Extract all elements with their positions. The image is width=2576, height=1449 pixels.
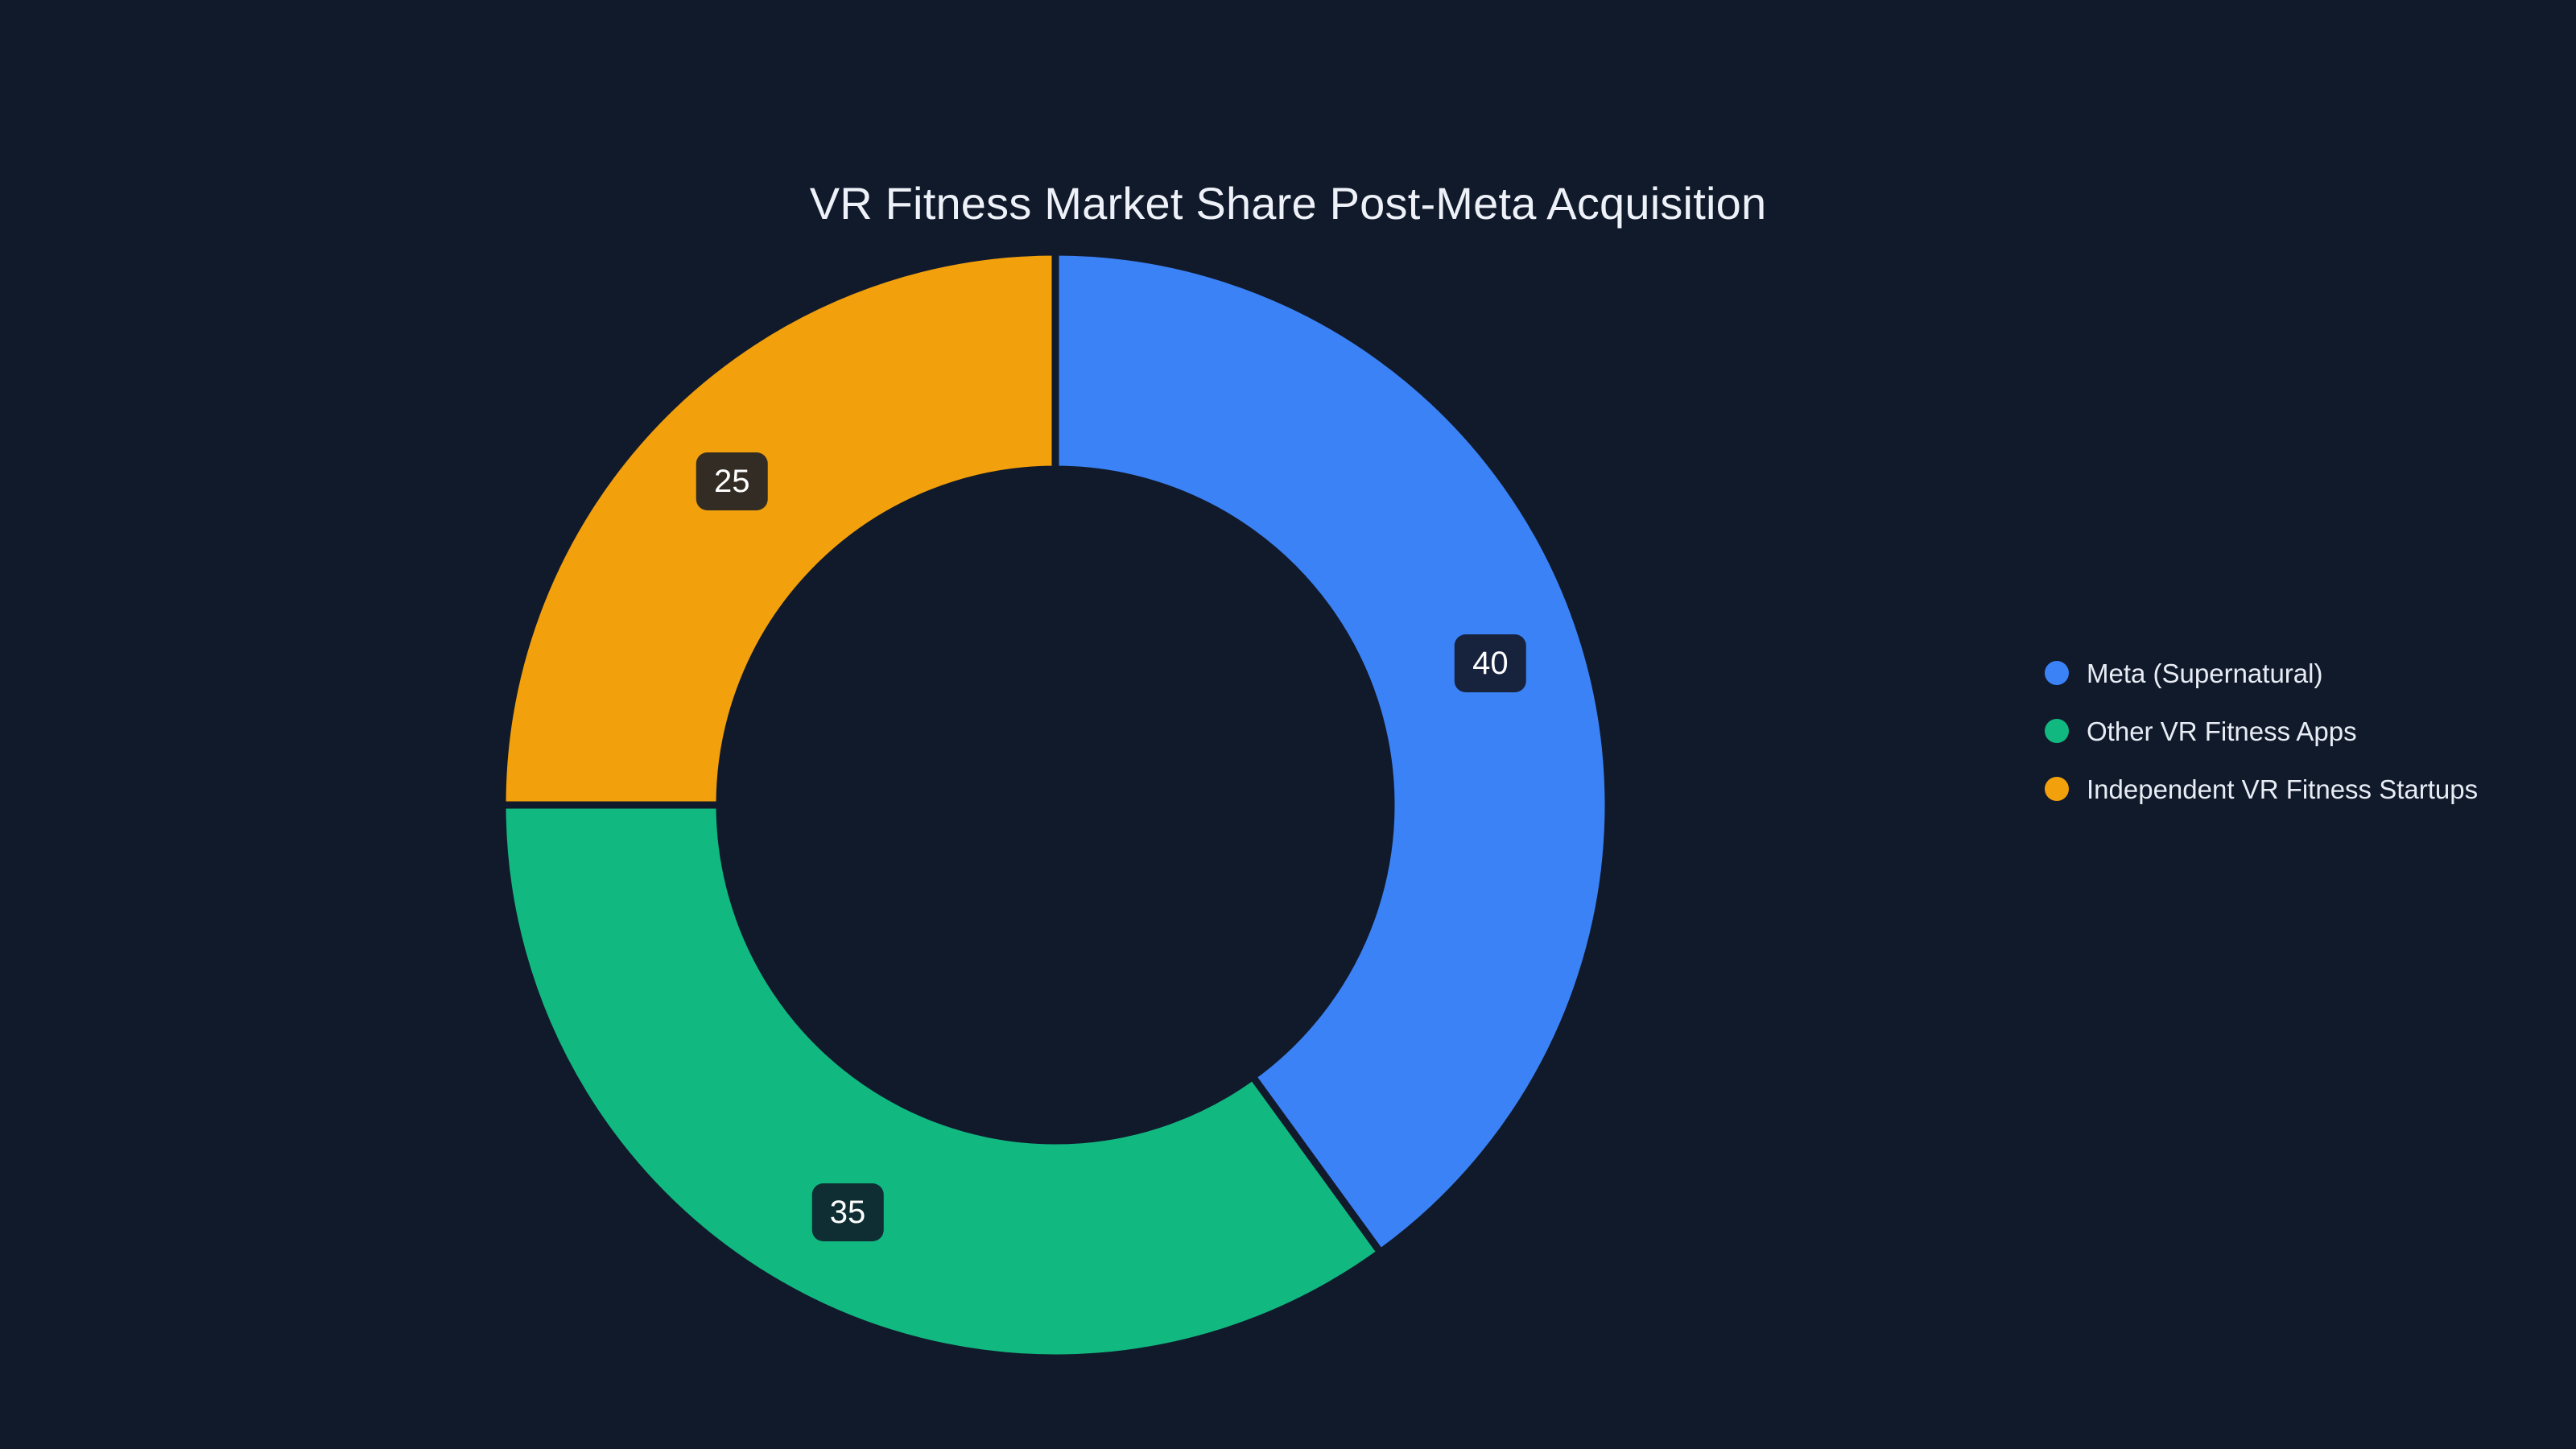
legend-item[interactable]: Other VR Fitness Apps [2045, 702, 2544, 760]
donut-svg [498, 248, 1612, 1362]
legend-item-label: Independent VR Fitness Startups [2087, 774, 2479, 804]
legend-item[interactable]: Independent VR Fitness Startups [2045, 760, 2544, 818]
plot-area: 40 35 25 [498, 248, 1612, 1362]
page-title: VR Fitness Market Share Post-Meta Acquis… [809, 178, 1767, 229]
legend-swatch-icon [2045, 719, 2069, 743]
slice-group [498, 248, 1612, 1362]
legend-item-label: Meta (Supernatural) [2087, 658, 2323, 688]
legend-swatch-icon [2045, 777, 2069, 801]
legend-swatch-icon [2045, 661, 2069, 685]
legend: Meta (Supernatural) Other VR Fitness Apps… [2045, 644, 2544, 818]
legend-item[interactable]: Meta (Supernatural) [2045, 644, 2544, 702]
legend-item-label: Other VR Fitness Apps [2087, 716, 2357, 746]
pie-slice[interactable] [1051, 248, 1612, 1258]
slice-value-label: 25 [696, 452, 768, 511]
pie-slice[interactable] [498, 801, 1386, 1362]
slice-value-label: 35 [811, 1183, 884, 1242]
slice-value-label: 40 [1455, 634, 1526, 693]
pie-slice[interactable] [498, 248, 1059, 809]
